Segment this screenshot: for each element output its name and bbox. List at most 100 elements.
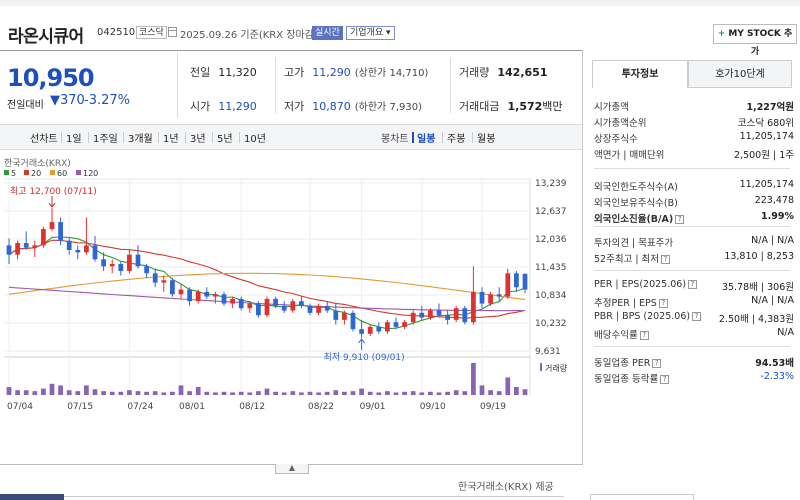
volume-bar — [359, 388, 364, 395]
help-icon[interactable]: ? — [652, 359, 662, 368]
candle — [290, 301, 296, 311]
candle — [256, 303, 261, 316]
tab-3month[interactable]: 3개월 — [128, 134, 153, 145]
tab-1week[interactable]: 1주일 — [93, 134, 118, 145]
info-label: 동일업종 등락률? — [594, 371, 670, 385]
volume-bar — [522, 389, 528, 395]
tab-3year[interactable]: 3년 — [190, 134, 206, 145]
y-tick-label: 9,631 — [535, 347, 561, 357]
y-tick-label: 12,036 — [535, 235, 567, 245]
candle — [247, 303, 253, 309]
volume-bar — [41, 388, 46, 395]
candle — [385, 322, 390, 332]
tab-5year[interactable]: 5년 — [217, 134, 233, 145]
candle — [419, 312, 425, 318]
volume-bar — [118, 391, 124, 395]
info-label: 외국인소진율(B/A)? — [594, 211, 685, 225]
x-tick-label: 09/19 — [480, 402, 506, 411]
stat-prev: 전일 11,320 — [190, 64, 257, 80]
candle — [505, 273, 511, 297]
volume-bar — [505, 377, 511, 395]
volume-bar — [161, 392, 167, 395]
volume-bar — [204, 391, 210, 395]
tab-candle-chart[interactable]: 봉차트 — [381, 134, 409, 145]
divider — [64, 496, 564, 497]
divider — [185, 132, 186, 143]
candle — [84, 245, 89, 253]
volume-bar — [92, 389, 98, 395]
help-icon[interactable]: ? — [639, 331, 649, 340]
candle — [376, 326, 382, 332]
volume-bar — [290, 391, 296, 395]
volume-bar — [66, 390, 72, 395]
stock-code: 042510 — [97, 27, 136, 38]
candle — [49, 222, 55, 230]
candle — [75, 250, 81, 253]
help-icon[interactable]: ? — [692, 312, 702, 321]
tab-1year[interactable]: 1년 — [163, 134, 179, 145]
tab-orderbook-10[interactable]: 호가10단계 — [688, 60, 792, 88]
help-icon[interactable]: ? — [661, 255, 671, 264]
collapse-chart-button[interactable]: ▲ — [275, 464, 309, 474]
volume-bar — [316, 392, 321, 395]
x-tick-label: 08/22 — [308, 402, 334, 411]
info-value: 1,227억원 — [746, 102, 794, 113]
candle — [127, 254, 132, 271]
tab-line-chart[interactable]: 선차트 — [30, 134, 58, 145]
volume-bar — [152, 391, 158, 395]
candle — [471, 291, 476, 323]
volume-bar — [445, 391, 450, 395]
volume-bar — [428, 391, 433, 395]
help-icon[interactable]: ? — [660, 375, 670, 384]
company-overview-dropdown[interactable]: 기업개요 ▾ — [346, 26, 395, 40]
candle — [170, 280, 175, 295]
stat-value: 10,870 — [312, 100, 351, 113]
tab-monthly[interactable]: 월봉 — [477, 134, 496, 145]
tab-weekly[interactable]: 주봉 — [447, 134, 466, 145]
tab-10year[interactable]: 10년 — [244, 134, 266, 145]
info-label: PER | EPS(2025.06)? — [594, 279, 698, 290]
info-row: 동일업종 PER? 94.53배 — [594, 355, 794, 371]
info-row: 외국인한도주식수(A) 11,205,174 — [594, 179, 794, 195]
divider — [212, 132, 213, 143]
info-row: 추정PER | EPS? N/A | N/A — [594, 295, 794, 311]
add-mystock-label: MY STOCK 추가 — [728, 29, 793, 57]
volume-bar — [333, 390, 339, 395]
info-value: 35.78배 | 306원 — [721, 282, 794, 293]
info-label: 상장주식수 — [594, 134, 638, 145]
divider — [594, 226, 790, 227]
price-chart[interactable]: 한국거래소(KRX) 5 20 60 120 13,239 12,637 12,036 11… — [0, 155, 582, 411]
help-icon[interactable]: ? — [675, 215, 685, 224]
volume-bar — [307, 391, 313, 395]
chart-annotations: 최고 12,700 (07/11) 최저 9,910 (09/01) — [10, 186, 405, 363]
candle — [479, 291, 485, 304]
stat-value: 142,651 — [497, 66, 548, 79]
tab-daily[interactable]: 일봉 — [417, 134, 436, 145]
help-icon[interactable]: ? — [688, 280, 698, 289]
volume-bar — [385, 391, 390, 395]
candle — [307, 305, 313, 313]
x-tick-label: 07/24 — [127, 402, 153, 411]
stat-label: 저가 — [284, 100, 305, 113]
tab-1day[interactable]: 1일 — [66, 134, 82, 145]
tab-investment-info[interactable]: 투자정보 — [592, 60, 688, 88]
candle — [221, 294, 227, 304]
info-value: 2.50배 | 4,383원 — [718, 314, 794, 325]
basis-date: 2025.09.26 기준(KRX 장마감) — [180, 30, 318, 41]
add-mystock-button[interactable]: + MY STOCK 추가 — [713, 24, 797, 57]
chart-source-label: 한국거래소(KRX) — [4, 158, 71, 169]
y-tick-label: 13,239 — [535, 179, 567, 189]
y-tick-label: 10,232 — [535, 319, 567, 329]
volume-bar — [479, 385, 485, 395]
info-label: 동일업종 PER? — [594, 355, 662, 369]
help-icon[interactable]: ? — [658, 299, 668, 308]
realtime-button[interactable]: 실시간 — [312, 26, 343, 40]
volume-bar — [135, 391, 141, 395]
candle — [204, 291, 210, 297]
candle — [410, 312, 416, 323]
bottom-tab[interactable] — [0, 494, 64, 500]
candle — [195, 291, 201, 302]
x-tick-label: 09/10 — [420, 402, 446, 411]
volume-bar — [299, 392, 304, 395]
volume-bar — [281, 392, 287, 395]
